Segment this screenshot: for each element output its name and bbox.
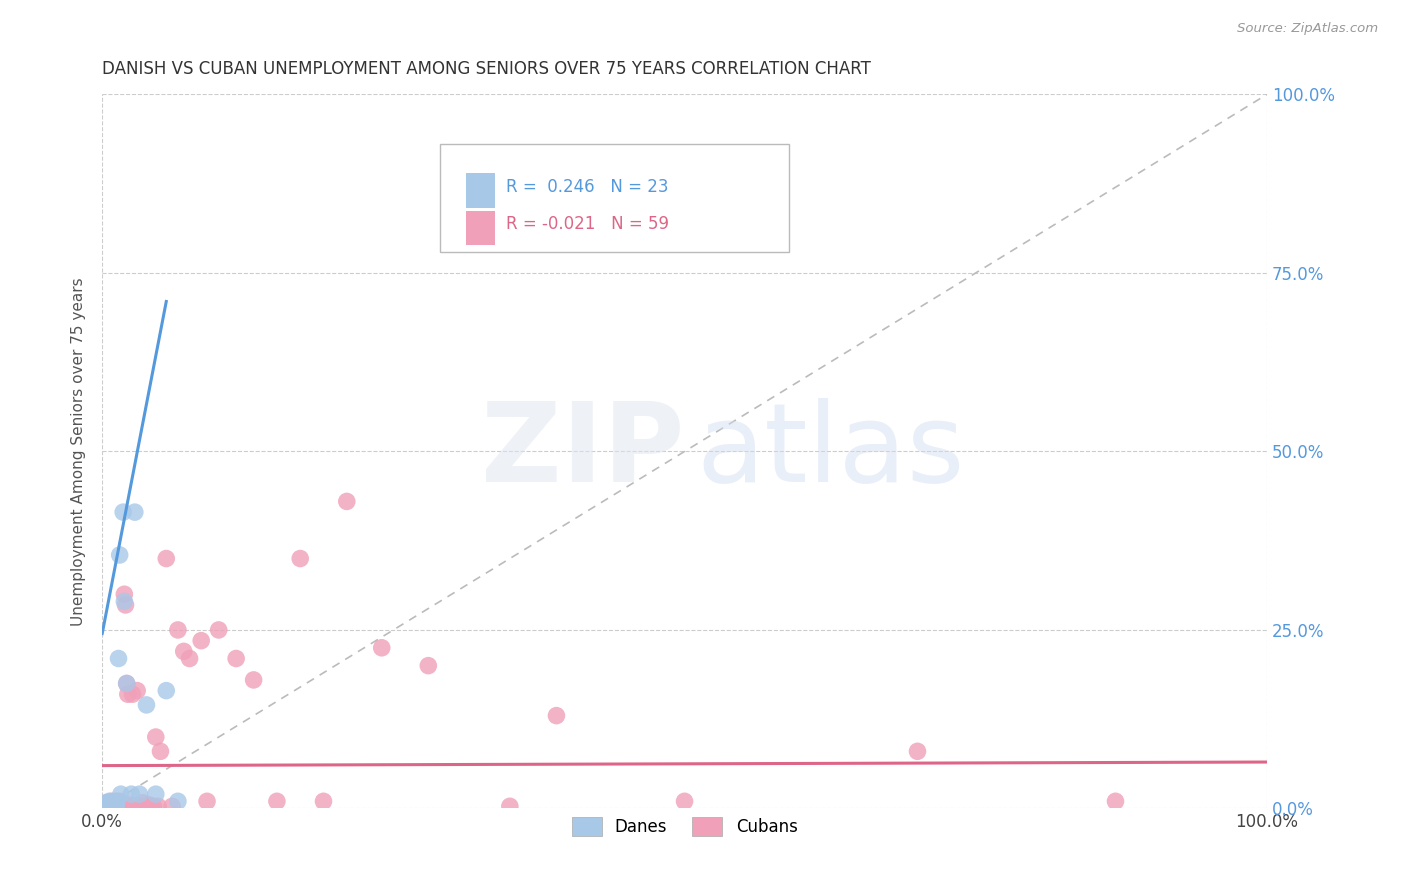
Point <box>107 651 129 665</box>
Text: DANISH VS CUBAN UNEMPLOYMENT AMONG SENIORS OVER 75 YEARS CORRELATION CHART: DANISH VS CUBAN UNEMPLOYMENT AMONG SENIO… <box>103 60 872 78</box>
Point <box>266 794 288 808</box>
Point <box>124 505 146 519</box>
Text: atlas: atlas <box>696 398 965 505</box>
Point <box>167 623 190 637</box>
Point <box>101 797 124 812</box>
Point <box>103 799 125 814</box>
Point <box>124 799 146 814</box>
Text: R =  0.246   N = 23: R = 0.246 N = 23 <box>506 178 669 196</box>
Point <box>120 797 142 812</box>
Point <box>499 799 522 814</box>
Point <box>127 683 149 698</box>
Point <box>173 644 195 658</box>
Point <box>98 799 121 814</box>
Point <box>108 794 131 808</box>
Point <box>120 787 142 801</box>
Point <box>121 687 143 701</box>
Point <box>336 494 359 508</box>
Point <box>149 744 172 758</box>
Point <box>112 505 135 519</box>
Point <box>105 799 128 814</box>
Point <box>128 799 150 814</box>
Point <box>132 796 155 810</box>
Text: Source: ZipAtlas.com: Source: ZipAtlas.com <box>1237 22 1378 36</box>
Point <box>167 794 190 808</box>
Point <box>134 799 156 814</box>
Point <box>225 651 247 665</box>
Point <box>98 797 121 812</box>
Point <box>101 796 124 810</box>
Point <box>418 658 440 673</box>
Point <box>673 794 696 808</box>
Point <box>160 799 183 814</box>
Point <box>98 799 121 814</box>
Point <box>117 687 139 701</box>
Point <box>135 698 157 712</box>
Point <box>100 799 122 814</box>
Point <box>290 551 312 566</box>
Point <box>110 797 132 812</box>
Point <box>195 794 218 808</box>
Point <box>97 799 120 814</box>
Point <box>179 651 201 665</box>
Point <box>104 794 127 808</box>
Point <box>145 730 167 744</box>
Point <box>94 797 117 812</box>
Point <box>546 708 568 723</box>
Point <box>96 796 118 810</box>
Point <box>242 673 264 687</box>
Point <box>190 633 212 648</box>
Point <box>142 799 165 814</box>
Point <box>139 799 162 814</box>
Point <box>98 796 121 810</box>
Point <box>107 799 129 814</box>
Point <box>118 799 141 814</box>
Point <box>100 799 122 814</box>
Point <box>103 799 125 814</box>
Text: R = -0.021   N = 59: R = -0.021 N = 59 <box>506 215 669 233</box>
Point <box>111 799 134 814</box>
Bar <box>465 211 495 244</box>
Point <box>128 787 150 801</box>
Point <box>114 598 136 612</box>
Point <box>138 797 160 812</box>
Point <box>108 548 131 562</box>
Legend: Danes, Cubans: Danes, Cubans <box>565 810 804 843</box>
Point <box>155 683 177 698</box>
Point <box>145 787 167 801</box>
Point <box>98 794 121 808</box>
Text: ZIP: ZIP <box>481 398 685 505</box>
Point <box>112 594 135 608</box>
Point <box>96 796 118 810</box>
Point <box>105 794 128 808</box>
Point <box>104 797 127 812</box>
Point <box>110 787 132 801</box>
Point <box>115 676 138 690</box>
Point <box>112 587 135 601</box>
Point <box>1104 794 1126 808</box>
Point <box>146 799 169 814</box>
Point <box>105 797 128 812</box>
FancyBboxPatch shape <box>440 145 789 252</box>
Point <box>208 623 231 637</box>
Point <box>105 796 128 810</box>
Point <box>103 796 125 810</box>
Point <box>100 794 122 808</box>
Point <box>155 551 177 566</box>
Point <box>312 794 335 808</box>
Point <box>371 640 394 655</box>
Y-axis label: Unemployment Among Seniors over 75 years: Unemployment Among Seniors over 75 years <box>72 277 86 626</box>
Point <box>907 744 929 758</box>
Point <box>96 797 118 812</box>
Bar <box>465 173 495 208</box>
Point <box>105 799 128 814</box>
Point <box>115 676 138 690</box>
Point <box>112 797 135 811</box>
